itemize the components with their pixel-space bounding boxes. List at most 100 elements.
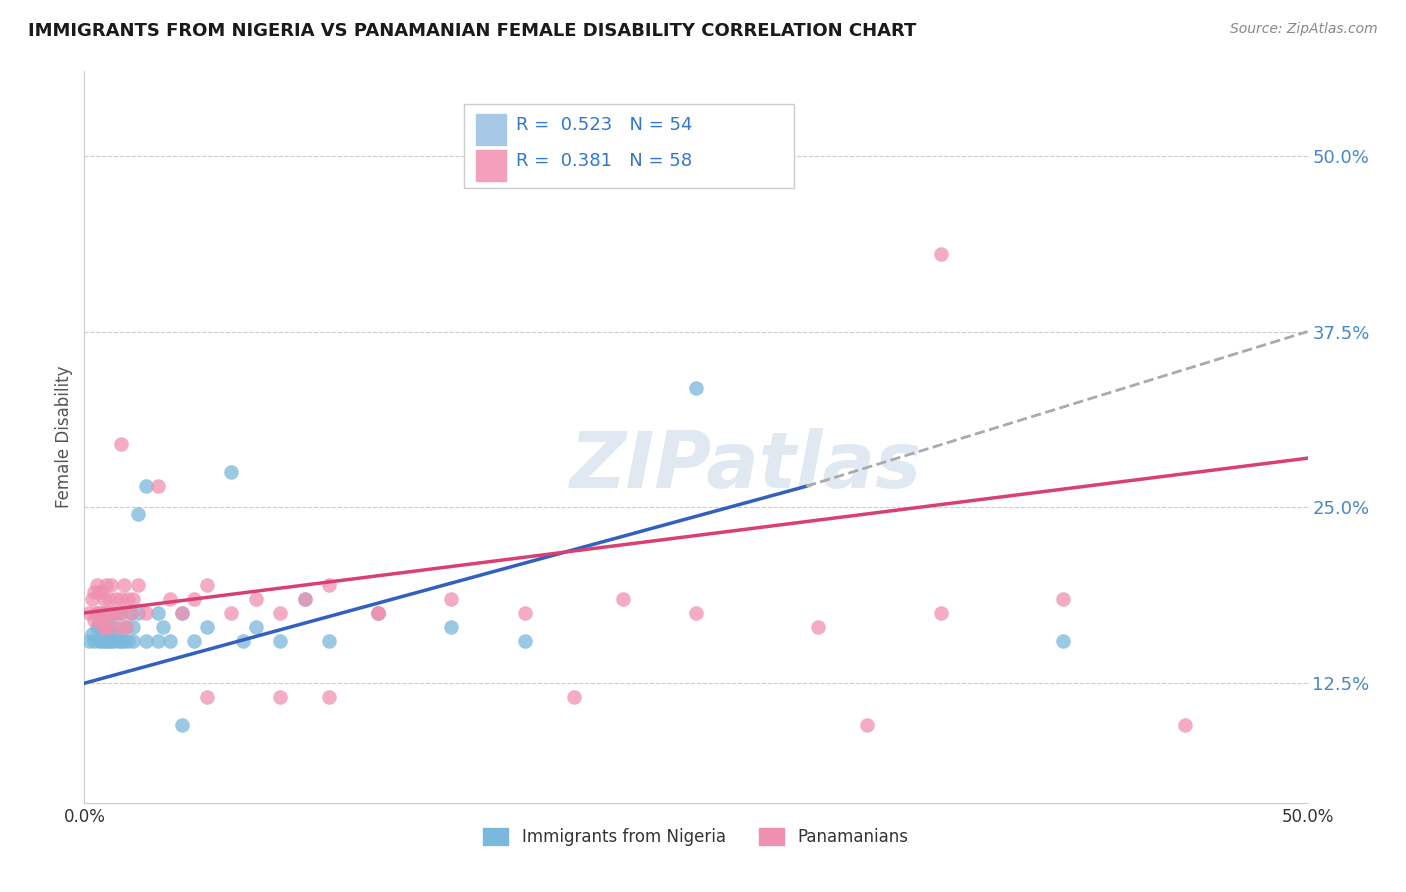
Point — [685, 381, 707, 395]
Point — [269, 634, 291, 648]
Point — [117, 634, 139, 648]
Point — [112, 634, 135, 648]
Point — [195, 578, 218, 592]
Point — [90, 606, 112, 620]
Point — [440, 591, 463, 606]
Point — [90, 634, 112, 648]
Point — [1174, 718, 1197, 732]
Text: R =  0.523   N = 54: R = 0.523 N = 54 — [516, 116, 693, 134]
Point — [562, 690, 585, 705]
Point — [929, 247, 952, 261]
Point — [105, 591, 128, 606]
Text: Source: ZipAtlas.com: Source: ZipAtlas.com — [1230, 22, 1378, 37]
Y-axis label: Female Disability: Female Disability — [55, 366, 73, 508]
Point — [110, 591, 132, 606]
Point — [86, 578, 108, 592]
Bar — [464, 104, 794, 188]
Point — [96, 634, 118, 648]
Point — [103, 606, 125, 620]
Point — [127, 578, 149, 592]
Point — [112, 578, 135, 592]
Point — [122, 620, 145, 634]
Point — [96, 620, 118, 634]
Point — [87, 613, 110, 627]
Point — [159, 634, 181, 648]
Point — [1052, 634, 1074, 648]
Text: IMMIGRANTS FROM NIGERIA VS PANAMANIAN FEMALE DISABILITY CORRELATION CHART: IMMIGRANTS FROM NIGERIA VS PANAMANIAN FE… — [28, 22, 917, 40]
Point — [83, 613, 105, 627]
Point — [107, 620, 129, 634]
Point — [90, 584, 112, 599]
Point — [97, 606, 120, 620]
Point — [90, 620, 112, 634]
Point — [232, 634, 254, 648]
Point — [122, 591, 145, 606]
Point — [103, 620, 125, 634]
Point — [195, 690, 218, 705]
Point — [97, 620, 120, 634]
Point — [1052, 591, 1074, 606]
Point — [294, 591, 316, 606]
Point — [146, 606, 169, 620]
Point — [93, 606, 115, 620]
Point — [929, 606, 952, 620]
Point — [294, 591, 316, 606]
Point — [105, 606, 128, 620]
Point — [135, 606, 157, 620]
Point — [612, 591, 634, 606]
Point — [269, 690, 291, 705]
Point — [103, 634, 125, 648]
Point — [120, 606, 142, 620]
Point — [110, 606, 132, 620]
Point — [856, 718, 879, 732]
Point — [245, 620, 267, 634]
Point — [117, 591, 139, 606]
Bar — [475, 114, 506, 145]
Point — [318, 578, 340, 592]
Legend: Immigrants from Nigeria, Panamanians: Immigrants from Nigeria, Panamanians — [477, 822, 915, 853]
Point — [83, 584, 105, 599]
Point — [685, 606, 707, 620]
Point — [367, 606, 389, 620]
Text: ZIPatlas: ZIPatlas — [569, 428, 921, 504]
Point — [127, 508, 149, 522]
Point — [219, 465, 242, 479]
Point — [97, 634, 120, 648]
Point — [807, 620, 830, 634]
Point — [86, 606, 108, 620]
Point — [269, 606, 291, 620]
Point — [146, 634, 169, 648]
Point — [86, 606, 108, 620]
Point — [183, 591, 205, 606]
Point — [245, 591, 267, 606]
Point — [318, 634, 340, 648]
Point — [367, 606, 389, 620]
Point — [100, 606, 122, 620]
Point — [513, 634, 536, 648]
Point — [146, 479, 169, 493]
Point — [86, 620, 108, 634]
Point — [100, 606, 122, 620]
Point — [93, 591, 115, 606]
Point — [172, 606, 194, 620]
Bar — [475, 151, 506, 181]
Point — [120, 606, 142, 620]
Point — [87, 584, 110, 599]
Point — [440, 620, 463, 634]
Point — [87, 634, 110, 648]
Point — [219, 606, 242, 620]
Point — [172, 606, 194, 620]
Point — [135, 634, 157, 648]
Point — [513, 606, 536, 620]
Point — [367, 606, 389, 620]
Point — [100, 634, 122, 648]
Point — [83, 634, 105, 648]
Point — [152, 620, 174, 634]
Point — [110, 606, 132, 620]
Point — [93, 620, 115, 634]
Point — [80, 627, 103, 641]
Point — [122, 634, 145, 648]
Point — [96, 578, 118, 592]
Point — [93, 620, 115, 634]
Point — [93, 634, 115, 648]
